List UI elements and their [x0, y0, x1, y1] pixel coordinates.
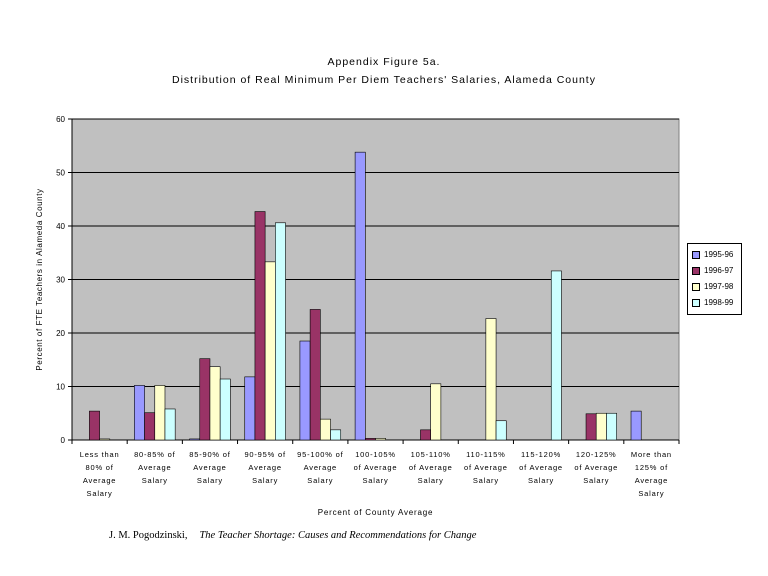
bar [606, 412, 617, 441]
bar [244, 376, 256, 441]
legend-label: 1996-97 [704, 266, 734, 275]
legend-swatch [692, 267, 700, 275]
legend-item: 1996-97 [692, 265, 733, 277]
x-tick-label: 95-100% of Average Salary [297, 450, 343, 485]
y-tick-label: 40 [56, 222, 65, 231]
bar [585, 413, 597, 441]
x-tick-label: More than 125% of Average Salary [631, 450, 672, 498]
footer-citation: J. M. Pogodzinski, The Teacher Shortage: … [109, 530, 476, 541]
y-tick-label: 60 [56, 115, 65, 124]
legend-item: 1998-99 [692, 297, 733, 309]
x-tick-label: Less than 80% of Average Salary [80, 450, 120, 498]
bar [595, 412, 607, 441]
bar [550, 270, 562, 441]
legend-item: 1997-98 [692, 281, 733, 293]
legend-swatch [692, 299, 700, 307]
y-tick-label: 0 [61, 436, 66, 445]
x-tick-label: 115-120% of Average Salary [519, 450, 563, 485]
bar [420, 429, 431, 441]
legend-swatch [692, 283, 700, 291]
y-tick-label: 50 [56, 169, 65, 178]
bar [299, 340, 311, 441]
bar [219, 378, 231, 441]
x-tick-label: 120-125% of Average Salary [574, 450, 618, 485]
legend-item: 1995-96 [692, 249, 733, 261]
bar [354, 151, 366, 441]
bar [209, 366, 221, 441]
x-tick-label: 80-85% of Average Salary [134, 450, 176, 485]
legend-swatch [692, 251, 700, 259]
x-tick-label: 110-115% of Average Salary [464, 450, 508, 485]
bar [485, 318, 497, 441]
footer-author: J. M. Pogodzinski, [109, 530, 188, 541]
legend-label: 1995-96 [704, 250, 734, 259]
bar [630, 410, 642, 441]
y-tick-label: 10 [56, 383, 65, 392]
bar [275, 222, 286, 441]
bar [264, 261, 276, 441]
bar [330, 429, 342, 441]
bar [430, 383, 442, 441]
legend-label: 1997-98 [704, 282, 734, 291]
bar [309, 309, 321, 441]
bar [89, 410, 100, 441]
bar [189, 438, 201, 441]
x-tick-label: 100-105% of Average Salary [354, 450, 398, 485]
bar [495, 420, 507, 441]
bar [164, 408, 176, 441]
x-tick-label: 90-95% of Average Salary [244, 450, 286, 485]
bar [320, 418, 331, 441]
y-axis-title: Percent of FTE Teachers in Alameda Count… [35, 188, 44, 370]
bar [199, 358, 211, 441]
bar [364, 438, 376, 441]
chart-subtitle: Distribution of Real Minimum Per Diem Te… [172, 74, 596, 86]
bar [254, 211, 266, 441]
chart-legend: 1995-96 1996-97 1997-98 1998-99 [687, 243, 742, 315]
bar [144, 412, 156, 441]
bar [375, 438, 386, 441]
x-axis-title: Percent of County Average [318, 508, 433, 517]
bar [99, 438, 111, 441]
x-tick-label: 105-110% of Average Salary [409, 450, 453, 485]
y-tick-label: 20 [56, 329, 65, 338]
x-tick-label: 85-90% of Average Salary [189, 450, 231, 485]
bar [134, 385, 145, 441]
chart-title: Appendix Figure 5a. [327, 56, 441, 68]
y-tick-label: 30 [56, 276, 65, 285]
footer-book-title: The Teacher Shortage: Causes and Recomme… [199, 530, 477, 541]
bar [154, 385, 166, 441]
legend-label: 1998-99 [704, 298, 734, 307]
